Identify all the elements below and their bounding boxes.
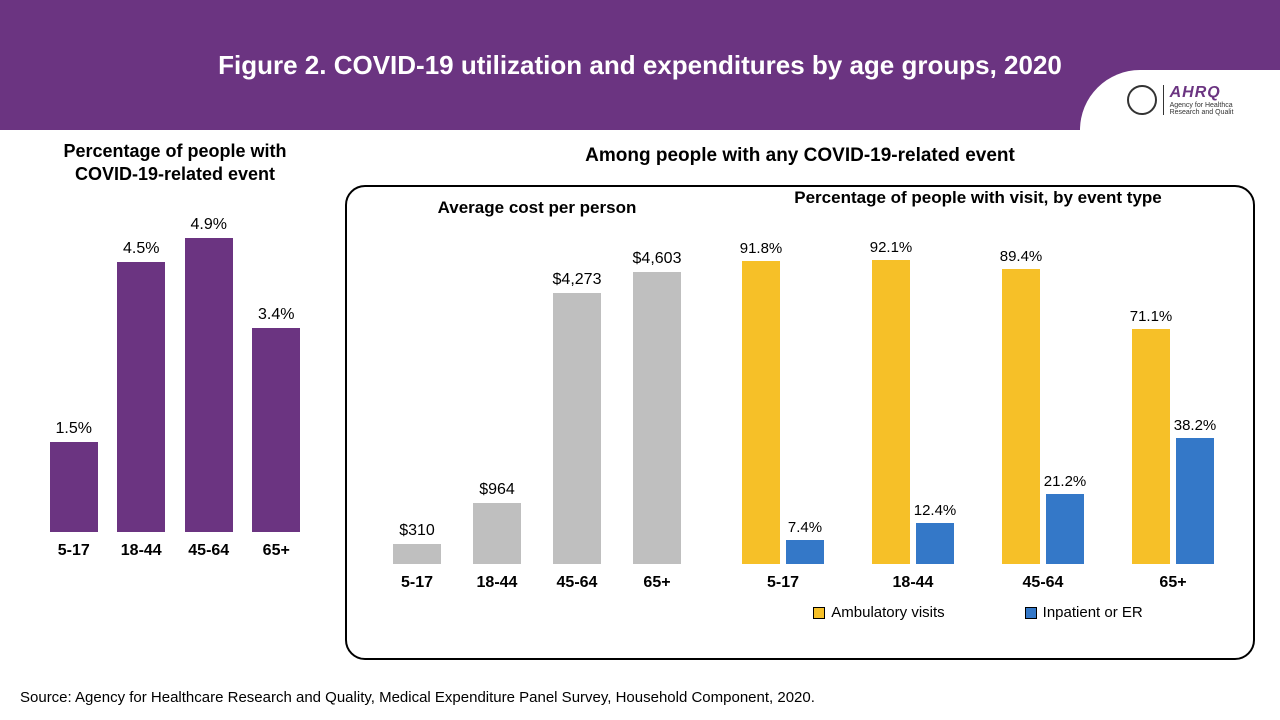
- bar: [916, 523, 954, 564]
- bar-value-label: 89.4%: [1000, 248, 1043, 265]
- bar: [117, 262, 165, 532]
- bar-value-label: 38.2%: [1174, 417, 1217, 434]
- chart2-title: Average cost per person: [372, 197, 702, 219]
- x-tick-label: 18-44: [848, 574, 978, 592]
- bar: [553, 293, 601, 564]
- bar: [393, 544, 441, 564]
- bar-value-label: 71.1%: [1130, 308, 1173, 325]
- bar-col: $964: [457, 481, 537, 564]
- bar-group: 91.8% 7.4%: [718, 240, 848, 564]
- grouped-bar: 92.1%: [872, 239, 910, 564]
- bar-value-label: 92.1%: [870, 239, 913, 256]
- bar-group: 92.1% 12.4%: [848, 239, 978, 564]
- x-tick-label: 5-17: [377, 574, 457, 592]
- x-tick-label: 5-17: [40, 542, 108, 560]
- chart1-plot: 1.5% 4.5% 4.9% 3.4%: [35, 202, 315, 532]
- bar-value-label: $4,603: [633, 250, 682, 268]
- x-tick-label: 18-44: [457, 574, 537, 592]
- chart-visit-type: Percentage of people with visit, by even…: [718, 187, 1238, 621]
- chart3-title: Percentage of people with visit, by even…: [718, 187, 1238, 209]
- bar-group: 71.1% 38.2%: [1108, 308, 1238, 564]
- ahrq-subtext1: Agency for Healthca: [1170, 102, 1233, 109]
- bar-value-label: 4.5%: [123, 240, 159, 258]
- hhs-logo-icon: [1127, 85, 1157, 115]
- right-panel: Average cost per person $310 $964 $4,273 $4…: [345, 185, 1255, 660]
- bar: [786, 540, 824, 564]
- x-tick-label: 5-17: [718, 574, 848, 592]
- x-tick-label: 65+: [243, 542, 311, 560]
- ahrq-logo-text: AHRQ: [1170, 84, 1221, 102]
- grouped-bar: 7.4%: [786, 519, 824, 564]
- chart3-xaxis: 5-1718-4445-6465+: [718, 574, 1238, 592]
- x-tick-label: 45-64: [175, 542, 243, 560]
- panel-section-title: Among people with any COVID-19-related e…: [350, 145, 1250, 167]
- bar-value-label: $964: [479, 481, 515, 499]
- chart2-plot: $310 $964 $4,273 $4,603: [372, 234, 702, 564]
- bar-col: 3.4%: [243, 306, 311, 532]
- bar-col: 1.5%: [40, 420, 108, 532]
- source-citation: Source: Agency for Healthcare Research a…: [20, 689, 815, 706]
- logo-divider: [1163, 85, 1164, 115]
- bar: [1046, 494, 1084, 564]
- grouped-bar: 12.4%: [916, 502, 954, 564]
- bar-col: $310: [377, 522, 457, 564]
- bar: [872, 260, 910, 564]
- bar-value-label: 4.9%: [191, 216, 227, 234]
- x-tick-label: 65+: [617, 574, 697, 592]
- content-area: Percentage of people with COVID-19-relat…: [0, 130, 1280, 675]
- bar-col: 4.9%: [175, 216, 243, 532]
- bar-value-label: 7.4%: [788, 519, 822, 536]
- bar-value-label: 21.2%: [1044, 473, 1087, 490]
- legend-label: Inpatient or ER: [1043, 604, 1143, 621]
- grouped-bar: 21.2%: [1046, 473, 1084, 564]
- legend-item: Ambulatory visits: [813, 604, 944, 621]
- bar: [742, 261, 780, 564]
- grouped-bar: 89.4%: [1002, 248, 1040, 564]
- bar: [473, 503, 521, 564]
- grouped-bar: 91.8%: [742, 240, 780, 564]
- legend-label: Ambulatory visits: [831, 604, 944, 621]
- chart-percentage-event: Percentage of people with COVID-19-relat…: [35, 140, 315, 560]
- chart-avg-cost: Average cost per person $310 $964 $4,273 $4…: [372, 197, 702, 592]
- bar-value-label: $4,273: [553, 271, 602, 289]
- legend-swatch: [1025, 607, 1037, 619]
- bar: [633, 272, 681, 564]
- grouped-bar: 71.1%: [1132, 308, 1170, 564]
- bar-col: $4,273: [537, 271, 617, 564]
- legend-swatch: [813, 607, 825, 619]
- x-tick-label: 65+: [1108, 574, 1238, 592]
- logo-area: AHRQ Agency for Healthca Research and Qu…: [1080, 70, 1280, 130]
- chart3-legend: Ambulatory visits Inpatient or ER: [718, 604, 1238, 621]
- x-tick-label: 45-64: [978, 574, 1108, 592]
- bar-value-label: 3.4%: [258, 306, 294, 324]
- chart1-xaxis: 5-1718-4445-6465+: [35, 542, 315, 560]
- bar-group: 89.4% 21.2%: [978, 248, 1108, 564]
- bar: [1132, 329, 1170, 564]
- grouped-bar: 38.2%: [1176, 417, 1214, 564]
- legend-item: Inpatient or ER: [1025, 604, 1143, 621]
- bar-col: $4,603: [617, 250, 697, 564]
- bar: [185, 238, 233, 532]
- bar-value-label: 91.8%: [740, 240, 783, 257]
- bar-value-label: 12.4%: [914, 502, 957, 519]
- bar-value-label: 1.5%: [56, 420, 92, 438]
- x-tick-label: 45-64: [537, 574, 617, 592]
- ahrq-logo: AHRQ Agency for Healthca Research and Qu…: [1170, 84, 1234, 116]
- bar: [1176, 438, 1214, 564]
- chart2-xaxis: 5-1718-4445-6465+: [372, 574, 702, 592]
- chart3-plot: 91.8% 7.4% 92.1% 12.4% 89.4% 21.2% 71.1% 38.2%: [718, 234, 1238, 564]
- header: Figure 2. COVID-19 utilization and expen…: [0, 0, 1280, 130]
- bar: [252, 328, 300, 532]
- bar: [50, 442, 98, 532]
- bar-value-label: $310: [399, 522, 435, 540]
- chart1-title: Percentage of people with COVID-19-relat…: [35, 140, 315, 187]
- bar: [1002, 269, 1040, 564]
- bar-col: 4.5%: [108, 240, 176, 532]
- ahrq-subtext2: Research and Qualit: [1170, 109, 1234, 116]
- figure-title: Figure 2. COVID-19 utilization and expen…: [218, 50, 1062, 81]
- x-tick-label: 18-44: [108, 542, 176, 560]
